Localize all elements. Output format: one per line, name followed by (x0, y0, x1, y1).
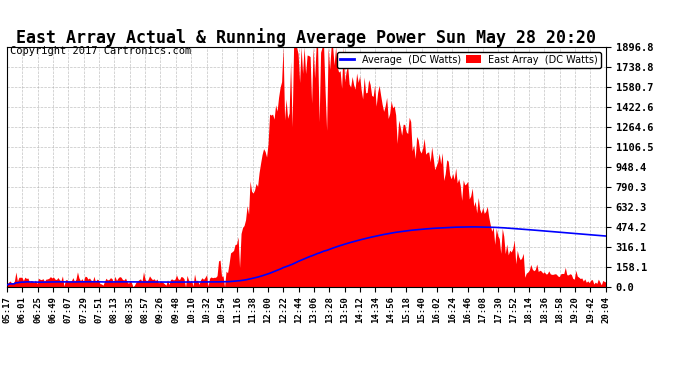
Text: Copyright 2017 Cartronics.com: Copyright 2017 Cartronics.com (10, 46, 192, 56)
Title: East Array Actual & Running Average Power Sun May 28 20:20: East Array Actual & Running Average Powe… (17, 28, 596, 47)
Legend: Average  (DC Watts), East Array  (DC Watts): Average (DC Watts), East Array (DC Watts… (337, 52, 601, 68)
